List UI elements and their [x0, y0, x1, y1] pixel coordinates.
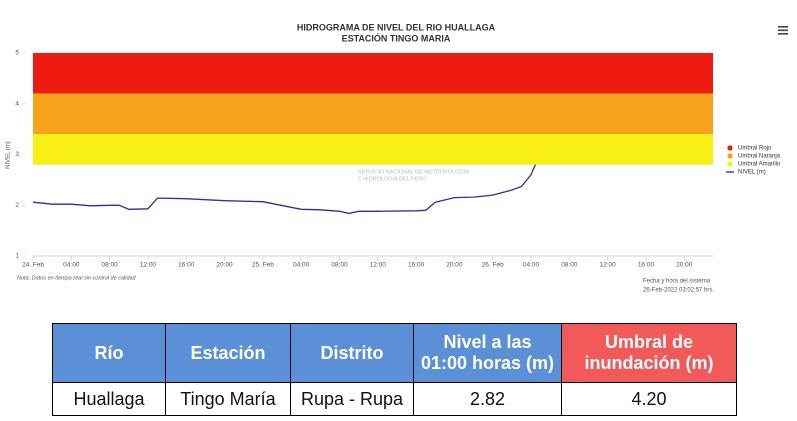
menu-bar	[778, 29, 788, 32]
cell: Rupa - Rupa	[290, 382, 414, 416]
x-tick-label: 04:00	[293, 262, 310, 269]
x-tick-label: 04:00	[523, 262, 540, 269]
cell: Huallaga	[52, 382, 166, 416]
x-tick-label: 08:00	[101, 262, 118, 269]
x-tick-label: 08:00	[331, 262, 348, 269]
y-tick-label: 2	[15, 202, 19, 209]
y-tick-label: 5	[15, 50, 19, 57]
note: Nota: Datos en tiempo real sin control d…	[17, 275, 137, 281]
header-cell: Estación	[165, 323, 291, 383]
header-cell: Río	[52, 323, 166, 383]
x-tick-label: 20:00	[216, 262, 233, 269]
menu-button[interactable]	[778, 26, 788, 35]
x-tick-label: 24. Feb	[22, 262, 44, 269]
x-tick-label: 16:00	[638, 262, 655, 269]
watermark-sub: SERVICIO NACIONAL DE METEOROLOGÍA	[358, 168, 469, 175]
y-tick-label: 3	[15, 151, 19, 158]
x-tick-label: 16:00	[408, 262, 425, 269]
header-cell: Distrito	[290, 323, 414, 383]
timestamp: Fecha y hora del sistema	[643, 279, 711, 285]
x-tick-label: 26. Feb	[482, 262, 504, 269]
x-tick-label: 04:00	[63, 262, 80, 269]
legend-symbol	[727, 145, 733, 151]
y-tick-label: 4	[15, 100, 19, 107]
legend-symbol	[727, 161, 733, 167]
legend-symbol	[727, 153, 733, 159]
threshold-band	[33, 53, 713, 94]
chart: HIDROGRAMA DE NIVEL DEL RIO HUALLAGA EST…	[6, 22, 788, 294]
watermark-sub: E HIDROLOGÍA DEL PERÚ	[358, 175, 426, 182]
x-tick-label: 20:00	[446, 262, 463, 269]
table-header: Río Estación Distrito Nivel a las 01:00 …	[52, 323, 737, 383]
threshold-band	[33, 134, 713, 165]
table-row: Huallaga Tingo María Rupa - Rupa 2.82 4.…	[52, 382, 737, 416]
chart-subtitle: ESTACIÓN TINGO MARIA	[342, 32, 451, 43]
level-line	[32, 163, 537, 215]
legend-label: Umbral Naranja	[738, 154, 781, 160]
cell: Tingo María	[165, 382, 291, 416]
x-tick-label: 12:00	[370, 262, 387, 269]
cell: 2.82	[413, 382, 562, 416]
legend-label: Umbral Amarillo	[738, 162, 781, 168]
x-tick-label: 25. Feb	[252, 262, 274, 269]
x-tick-label: 16:00	[178, 262, 195, 269]
header-cell: Nivel a las 01:00 horas (m)	[413, 323, 562, 383]
menu-bar	[778, 33, 788, 35]
y-tick-label: 1	[15, 253, 19, 260]
x-tick-label: 12:00	[600, 262, 617, 269]
x-tick-label: 08:00	[561, 262, 578, 269]
x-tick-label: 20:00	[676, 262, 693, 269]
legend-label: Umbral Rojo	[738, 146, 772, 152]
chart-title: HIDROGRAMA DE NIVEL DEL RIO HUALLAGA	[297, 22, 496, 32]
threshold-band	[33, 93, 713, 135]
timestamp: 26-Feb-2022 03:02:57 hrs.	[643, 288, 714, 294]
menu-bar	[778, 26, 788, 28]
data-table: Río Estación Distrito Nivel a las 01:00 …	[52, 323, 737, 416]
x-tick-label: 12:00	[140, 262, 157, 269]
y-axis-label: NIVEL (m)	[6, 141, 12, 169]
legend-label: NIVEL (m)	[738, 170, 766, 176]
header-cell: Umbral de inundación (m)	[561, 323, 737, 383]
cell: 4.20	[561, 382, 737, 416]
